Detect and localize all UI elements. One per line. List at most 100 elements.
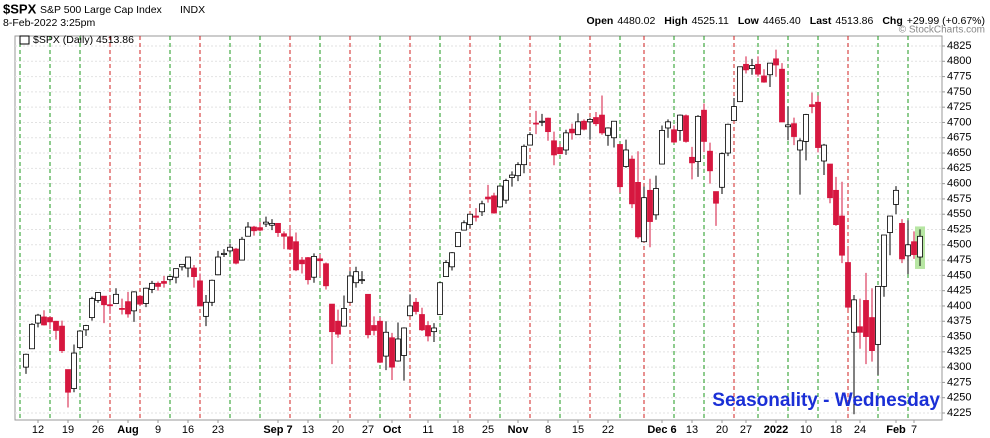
candle-body bbox=[515, 164, 521, 177]
candle-body bbox=[389, 337, 395, 368]
x-tick-label: 20 bbox=[716, 424, 728, 436]
quote-label: Last bbox=[810, 15, 832, 27]
candle-body bbox=[827, 163, 833, 199]
candle-body bbox=[659, 130, 665, 165]
x-tick-label: 13 bbox=[302, 424, 314, 436]
candle-body bbox=[227, 246, 233, 252]
candle-body bbox=[623, 149, 629, 167]
y-tick-label: 4750 bbox=[947, 86, 971, 98]
candle-body bbox=[677, 114, 683, 131]
legend-label: $SPX (Daily) 4513.86 bbox=[33, 34, 134, 46]
x-tick-label: 12 bbox=[32, 424, 44, 436]
candle-body bbox=[581, 120, 587, 130]
y-tick-label: 4700 bbox=[947, 116, 971, 128]
candle-body bbox=[107, 304, 113, 307]
candle-body bbox=[803, 114, 809, 142]
candle-body bbox=[269, 222, 275, 226]
candle-body bbox=[371, 325, 377, 331]
candle-body bbox=[101, 295, 107, 306]
candle-body bbox=[761, 75, 767, 83]
candle-body bbox=[563, 132, 569, 151]
candle-body bbox=[557, 147, 563, 155]
candle-body bbox=[239, 238, 245, 261]
quote-label: Chg bbox=[882, 15, 902, 27]
candle-body bbox=[665, 121, 671, 129]
candle-body bbox=[71, 352, 77, 389]
y-tick-label: 4300 bbox=[947, 361, 971, 373]
x-tick-label: 22 bbox=[602, 424, 614, 436]
candle-body bbox=[137, 295, 143, 305]
candle-body bbox=[473, 215, 479, 218]
candle-body bbox=[701, 109, 707, 142]
candle-body bbox=[635, 182, 641, 238]
x-tick-label: 9 bbox=[155, 424, 161, 436]
candle-body bbox=[569, 128, 575, 134]
candle-body bbox=[755, 63, 761, 75]
x-tick-label: Dec 6 bbox=[647, 424, 676, 436]
candle-body bbox=[647, 189, 653, 222]
candle-body bbox=[917, 235, 923, 258]
candle-body bbox=[629, 158, 635, 205]
quote-value: +29.99 (+0.67%) bbox=[907, 15, 985, 27]
candle-body bbox=[251, 226, 257, 232]
candle-body bbox=[905, 244, 911, 257]
candle-body bbox=[773, 58, 779, 66]
candle-body bbox=[299, 259, 305, 265]
y-tick-label: 4425 bbox=[947, 285, 971, 297]
x-tick-label: 27 bbox=[362, 424, 374, 436]
candle-body bbox=[485, 196, 491, 200]
y-tick-label: 4825 bbox=[947, 40, 971, 52]
candles bbox=[23, 49, 925, 415]
y-tick-label: 4325 bbox=[947, 346, 971, 358]
candle-body bbox=[785, 124, 791, 128]
x-tick-label: Oct bbox=[383, 424, 402, 436]
candle-body bbox=[323, 263, 329, 287]
candle-body bbox=[695, 115, 701, 163]
candle-body bbox=[197, 280, 203, 307]
candle-body bbox=[791, 123, 797, 137]
candle-body bbox=[845, 262, 851, 308]
candle-body bbox=[605, 127, 611, 136]
y-tick-label: 4275 bbox=[947, 376, 971, 388]
candle-body bbox=[311, 256, 317, 278]
candle-body bbox=[509, 174, 515, 178]
watermark: © StockCharts.com bbox=[899, 25, 985, 36]
candle-body bbox=[545, 117, 551, 133]
y-tick-label: 4625 bbox=[947, 162, 971, 174]
candle-body bbox=[743, 63, 749, 71]
candle-body bbox=[317, 258, 323, 262]
x-tick-label: 7 bbox=[911, 424, 917, 436]
x-tick-label: 10 bbox=[800, 424, 812, 436]
candle-body bbox=[413, 301, 419, 312]
y-tick-label: 4500 bbox=[947, 239, 971, 251]
x-tick-label: Feb bbox=[886, 424, 906, 436]
candle-body bbox=[419, 314, 425, 331]
candle-body bbox=[425, 325, 431, 337]
y-tick-label: 4775 bbox=[947, 70, 971, 82]
candle-body bbox=[59, 325, 65, 352]
grid: 4225 4250 4275 4300 4325 4350 4375 4400 4425 4450… bbox=[15, 40, 971, 436]
candle-body bbox=[221, 252, 227, 255]
quote-value: 4525.11 bbox=[692, 15, 729, 27]
y-tick-label: 4675 bbox=[947, 132, 971, 144]
candle-body bbox=[41, 316, 47, 326]
candle-body bbox=[353, 271, 359, 284]
candle-body bbox=[815, 101, 821, 148]
y-tick-label: 4350 bbox=[947, 330, 971, 342]
candle-body bbox=[437, 282, 443, 315]
candle-body bbox=[401, 327, 407, 356]
x-tick-label: 26 bbox=[92, 424, 104, 436]
candle-body bbox=[29, 323, 35, 350]
candle-body bbox=[503, 180, 509, 201]
candle-body bbox=[887, 215, 893, 233]
candle-body bbox=[797, 140, 803, 151]
candle-body bbox=[185, 256, 191, 269]
y-tick-label: 4600 bbox=[947, 178, 971, 190]
annotation: Seasonality - Wednesday bbox=[712, 390, 940, 411]
candle-body bbox=[911, 241, 917, 255]
candle-body bbox=[347, 275, 353, 303]
candle-body bbox=[167, 276, 173, 281]
candle-body bbox=[593, 117, 599, 125]
